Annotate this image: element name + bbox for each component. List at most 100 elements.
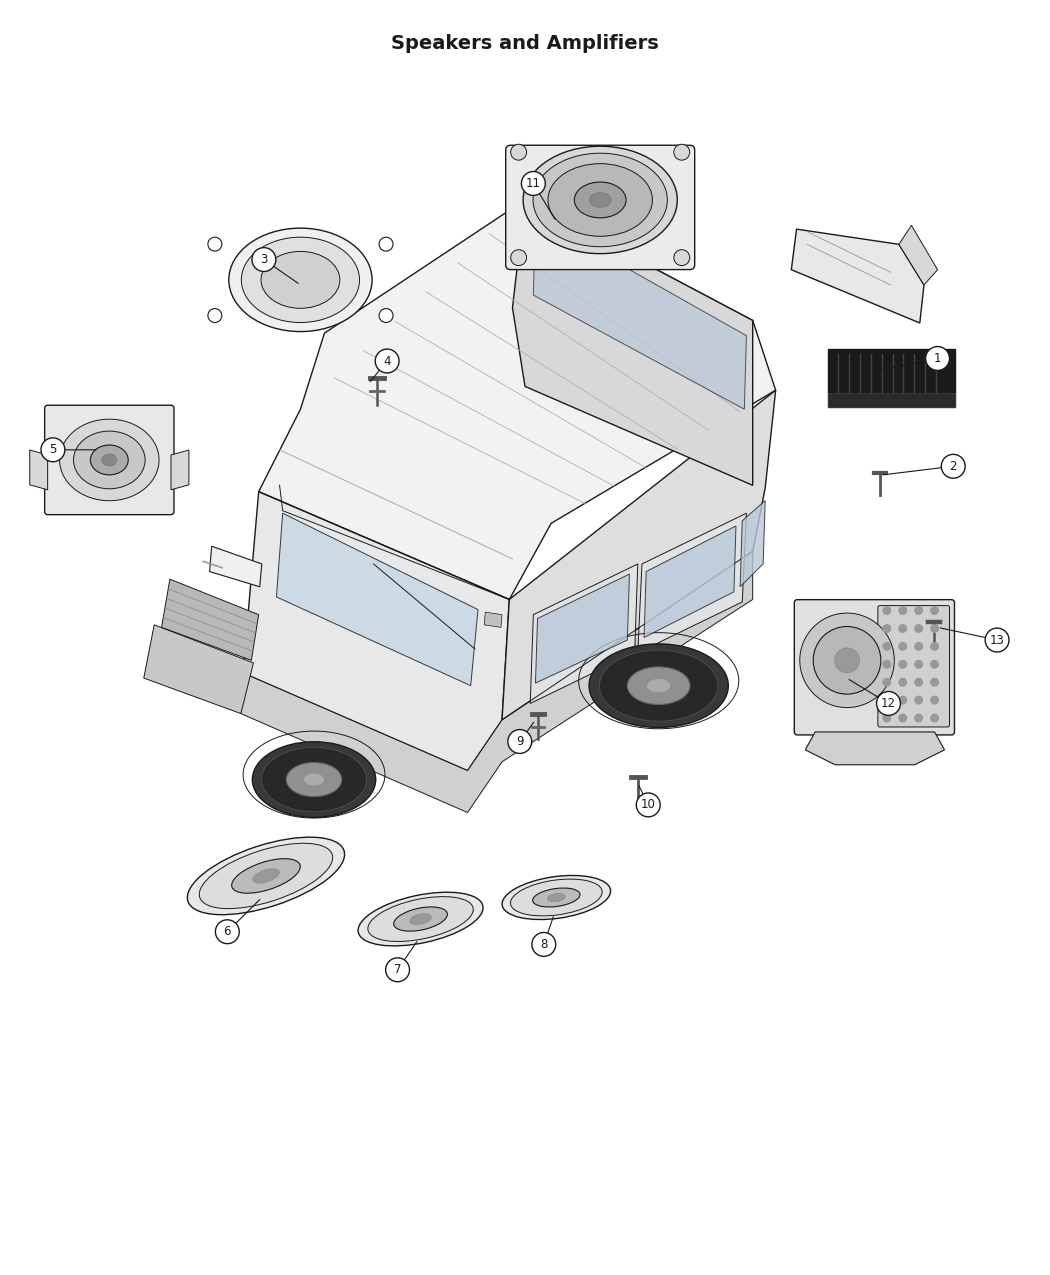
Circle shape (926, 347, 949, 371)
Circle shape (882, 623, 891, 632)
Ellipse shape (548, 163, 652, 236)
Circle shape (915, 714, 923, 723)
Circle shape (508, 729, 531, 754)
Ellipse shape (287, 762, 341, 797)
Circle shape (915, 641, 923, 650)
Circle shape (510, 250, 527, 265)
Circle shape (510, 144, 527, 161)
Polygon shape (240, 551, 753, 812)
Ellipse shape (261, 747, 366, 812)
Ellipse shape (74, 431, 145, 488)
Text: 5: 5 (49, 444, 57, 456)
FancyBboxPatch shape (506, 145, 695, 269)
Ellipse shape (410, 914, 432, 924)
Circle shape (898, 714, 907, 723)
Polygon shape (740, 501, 765, 586)
Circle shape (985, 629, 1009, 652)
Polygon shape (644, 525, 736, 638)
Polygon shape (792, 230, 924, 323)
Circle shape (882, 714, 891, 723)
Circle shape (882, 606, 891, 615)
Ellipse shape (532, 887, 580, 907)
Circle shape (882, 641, 891, 650)
Ellipse shape (533, 153, 668, 246)
Circle shape (930, 678, 939, 687)
Ellipse shape (261, 251, 340, 309)
Circle shape (930, 660, 939, 669)
FancyBboxPatch shape (827, 393, 956, 407)
Circle shape (674, 144, 690, 161)
Polygon shape (144, 625, 253, 714)
Circle shape (898, 623, 907, 632)
Ellipse shape (813, 626, 881, 694)
Circle shape (385, 958, 410, 982)
Text: 13: 13 (990, 634, 1005, 646)
Circle shape (208, 237, 222, 251)
Text: 10: 10 (640, 798, 655, 811)
Ellipse shape (229, 228, 372, 332)
Ellipse shape (523, 147, 677, 254)
Circle shape (877, 691, 901, 715)
Circle shape (208, 309, 222, 323)
Circle shape (882, 660, 891, 669)
Text: 3: 3 (260, 252, 268, 266)
Circle shape (898, 678, 907, 687)
Polygon shape (29, 450, 47, 490)
Ellipse shape (253, 868, 279, 884)
Text: 11: 11 (526, 177, 541, 190)
Circle shape (930, 696, 939, 705)
Ellipse shape (600, 650, 718, 722)
Ellipse shape (252, 742, 376, 817)
Polygon shape (502, 390, 776, 720)
Ellipse shape (187, 838, 344, 914)
Circle shape (215, 919, 239, 944)
Ellipse shape (589, 644, 729, 728)
Polygon shape (258, 200, 776, 599)
Circle shape (674, 250, 690, 265)
Circle shape (898, 641, 907, 650)
Polygon shape (171, 450, 189, 490)
Text: 12: 12 (881, 697, 896, 710)
Circle shape (941, 454, 965, 478)
Ellipse shape (242, 237, 359, 323)
FancyBboxPatch shape (827, 349, 956, 407)
Circle shape (915, 696, 923, 705)
Ellipse shape (102, 454, 117, 465)
Text: 9: 9 (516, 734, 524, 748)
Polygon shape (530, 564, 637, 704)
Ellipse shape (502, 876, 611, 919)
Text: Speakers and Amplifiers: Speakers and Amplifiers (391, 33, 659, 52)
Circle shape (252, 247, 276, 272)
Polygon shape (536, 574, 629, 683)
Circle shape (930, 606, 939, 615)
Circle shape (898, 696, 907, 705)
Circle shape (930, 714, 939, 723)
Circle shape (898, 660, 907, 669)
Circle shape (41, 437, 65, 462)
FancyBboxPatch shape (794, 599, 954, 734)
FancyBboxPatch shape (45, 405, 174, 515)
Circle shape (915, 678, 923, 687)
Circle shape (379, 237, 393, 251)
Ellipse shape (368, 896, 474, 941)
Polygon shape (484, 612, 502, 627)
Ellipse shape (394, 907, 447, 931)
Circle shape (898, 606, 907, 615)
Circle shape (532, 932, 555, 956)
Circle shape (882, 696, 891, 705)
Circle shape (915, 606, 923, 615)
Text: 8: 8 (540, 938, 547, 951)
Polygon shape (533, 217, 747, 409)
Polygon shape (637, 514, 747, 653)
Text: 7: 7 (394, 964, 401, 977)
Circle shape (375, 349, 399, 374)
Circle shape (915, 660, 923, 669)
Ellipse shape (60, 419, 159, 501)
Text: 1: 1 (933, 352, 941, 365)
Ellipse shape (589, 193, 611, 208)
Ellipse shape (510, 878, 603, 915)
Text: 4: 4 (383, 354, 391, 367)
Ellipse shape (303, 773, 324, 787)
Circle shape (379, 309, 393, 323)
Ellipse shape (90, 445, 128, 474)
